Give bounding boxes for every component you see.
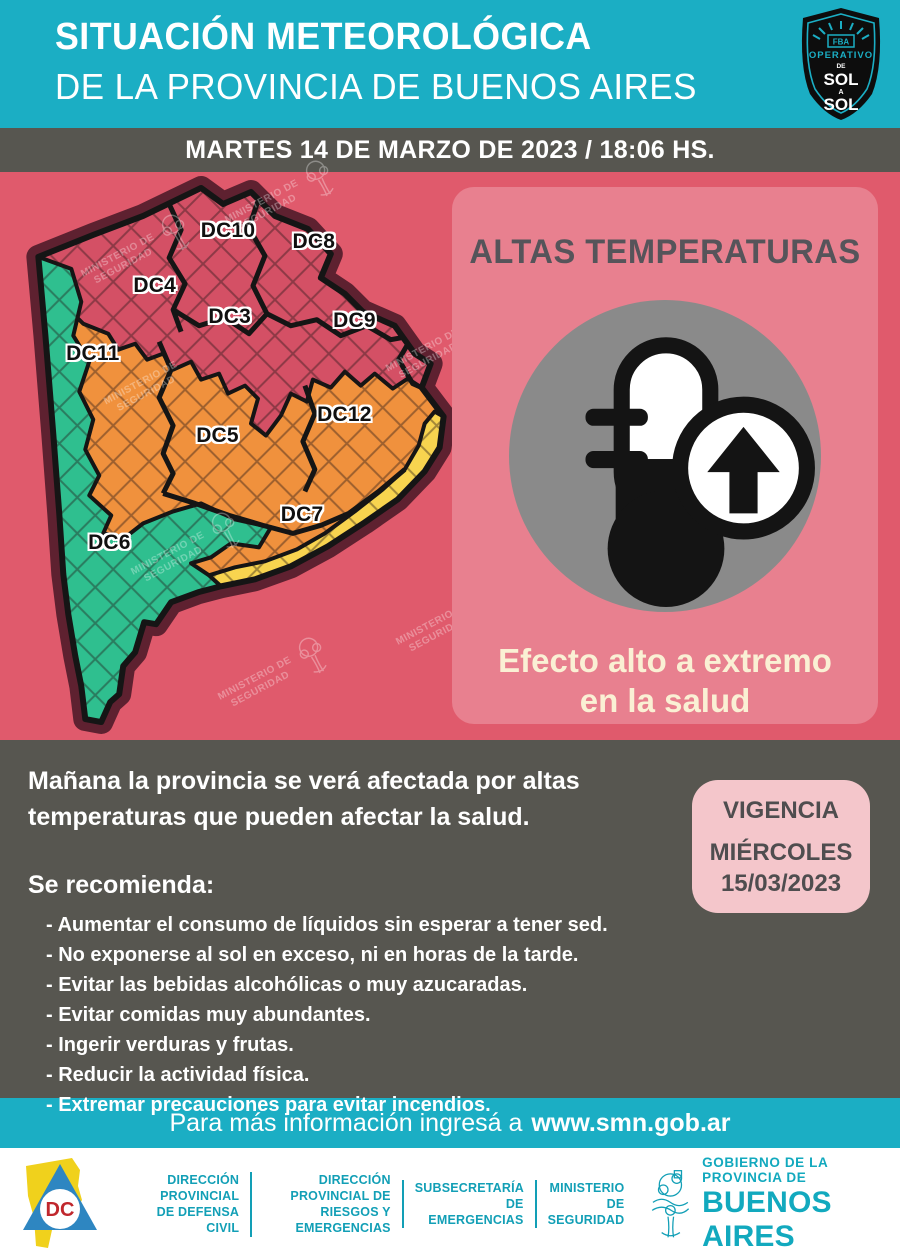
provincia-emblem-icon [652, 1170, 690, 1238]
footer-org: DIRECCIÓN PROVINCIAL DE DEFENSA CIVIL [116, 1172, 250, 1237]
footer-orgs: DIRECCIÓN PROVINCIAL DE DEFENSA CIVIL DIRE… [116, 1171, 636, 1237]
footer-org: MINISTERIO DE SEGURIDAD [534, 1179, 636, 1229]
title-line1: SITUACIÓN METEOROLÓGICA [55, 16, 592, 58]
page-title: SITUACIÓN METEOROLÓGICA DE LA PROVINCIA … [55, 16, 717, 108]
district-borders [156, 197, 423, 536]
footer-org: DIRECCIÓN PROVINCIAL DE RIESGOS Y EMERGEN… [250, 1171, 402, 1237]
svg-text:SOL: SOL [824, 95, 859, 114]
list-item: - Ingerir verduras y frutas. [46, 1034, 294, 1056]
list-item: - Extremar precauciones para evitar ince… [46, 1094, 491, 1116]
advisory-section: Mañana la provincia se verá afectada por… [0, 740, 900, 1116]
list-item: - Evitar comidas muy abundantes. [46, 1004, 371, 1026]
svg-text:FBA: FBA [833, 38, 850, 47]
alert-title: ALTAS TEMPERATURAS [469, 233, 861, 271]
info-text: Para más información ingresá a [169, 1108, 523, 1137]
alert-subtitle-line1: Efecto alto a extremo [498, 642, 832, 679]
org-line2: SEGURIDAD [547, 1213, 625, 1228]
date-bar: MARTES 14 DE MARZO DE 2023 / 18:06 HS. [0, 128, 900, 172]
advisory-intro: Mañana la provincia se verá afectada por… [28, 767, 580, 831]
defensa-civil-logo-icon: DC [23, 1158, 97, 1248]
thermometer-up-icon [452, 300, 878, 617]
gov-line1: GOBIERNO DE LA PROVINCIA DE [702, 1154, 828, 1185]
gov-text: GOBIERNO DE LA PROVINCIA DE BUENOS AIRES [702, 1155, 888, 1254]
list-item: - Reducir la actividad física. [46, 1064, 310, 1086]
svg-text:A: A [838, 89, 843, 96]
sun-rays-icon [812, 21, 870, 40]
svg-text:SOL: SOL [824, 70, 859, 89]
vigencia-day: MIÉRCOLES [709, 839, 853, 866]
vigencia-label: VIGENCIA [722, 797, 839, 824]
province-alert-map [26, 175, 456, 735]
alert-subtitle-line2: en la salud [579, 682, 751, 720]
org-line1: MINISTERIO DE [549, 1180, 625, 1211]
info-bar: Para más información ingresá a www.smn.g… [0, 1098, 900, 1148]
title-line2: DE LA PROVINCIA DE BUENOS AIRES [55, 66, 697, 107]
partido-mesh [38, 187, 444, 723]
svg-text:OPERATIVO: OPERATIVO [809, 50, 873, 61]
map-section: DC10 DC8 DC4 DC3 DC9 DC11 DC12 DC5 DC7 DC6 MINIST… [0, 160, 900, 740]
list-item: - Aumentar el consumo de líquidos sin es… [46, 914, 608, 936]
svg-text:DC: DC [46, 1199, 75, 1221]
org-line1: SUBSECRETARÍA DE [414, 1180, 525, 1211]
svg-text:DE: DE [836, 63, 846, 70]
recommend-label: Se recomienda: [28, 871, 215, 899]
footer-org: SUBSECRETARÍA DE EMERGENCIAS [401, 1179, 535, 1229]
vigencia-date: 15/03/2023 [720, 870, 842, 897]
footer: DC DIRECCIÓN PROVINCIAL DE DEFENSA CIVIL D… [0, 1148, 900, 1260]
org-line2: EMERGENCIAS [428, 1213, 524, 1228]
org-line2: DE DEFENSA CIVIL [156, 1205, 240, 1236]
org-line1: DIRECCIÓN PROVINCIAL DE [290, 1172, 391, 1203]
recommendations-list: - Aumentar el consumo de líquidos sin es… [28, 910, 900, 1120]
list-item: - Evitar las bebidas alcohólicas o muy a… [46, 974, 528, 996]
alert-subtitle: Efecto alto a extremo en la salud [452, 641, 878, 722]
org-line2: RIESGOS Y EMERGENCIAS [295, 1205, 391, 1236]
gov-line2: BUENOS AIRES [702, 1185, 832, 1253]
smn-url: www.smn.gob.ar [531, 1108, 731, 1137]
map-inner-border [35, 184, 447, 726]
vigencia-box: VIGENCIA MIÉRCOLES 15/03/2023 [692, 780, 870, 913]
header: SITUACIÓN METEOROLÓGICA DE LA PROVINCIA … [0, 0, 900, 128]
gov-block: GOBIERNO DE LA PROVINCIA DE BUENOS AIRES [645, 1154, 888, 1254]
alert-panel: ALTAS TEMPERATURAS Efecto alto a extremo… [452, 187, 878, 724]
org-line1: DIRECCIÓN PROVINCIAL [160, 1172, 240, 1203]
list-item: - No exponerse al sol en exceso, ni en h… [46, 944, 579, 966]
operativo-sol-a-sol-badge-icon: FBA OPERATIVO DE SOL A SOL [801, 8, 881, 120]
